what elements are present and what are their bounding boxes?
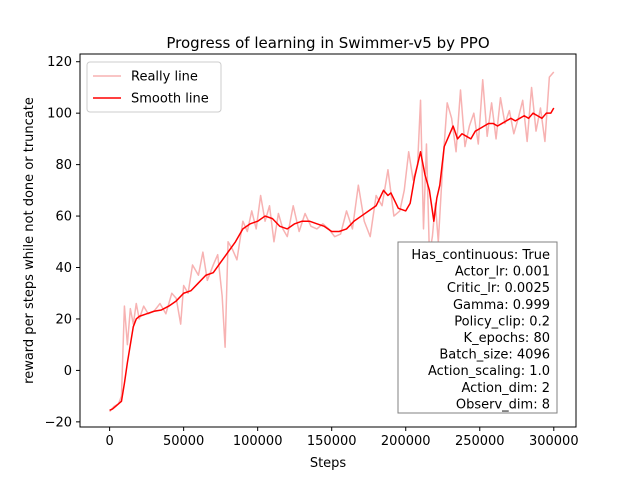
y-tick-label: 60 — [55, 210, 72, 225]
info-box-line: Has_continuous: True — [411, 248, 550, 263]
info-box-line: Actor_lr: 0.001 — [455, 265, 550, 280]
x-tick-label: 0 — [105, 434, 113, 449]
legend-box — [86, 61, 222, 113]
y-tick-label: 40 — [55, 261, 72, 276]
info-box-lines: Has_continuous: True Actor_lr: 0.001Criti… — [411, 248, 550, 412]
info-box-line: Batch_size: 4096 — [439, 348, 550, 363]
info-box-line: Critic_lr: 0.0025 — [447, 281, 550, 296]
info-box-line: Policy_clip: 0.2 — [454, 314, 550, 329]
y-axis-label: reward per steps while not done or trunc… — [22, 97, 37, 384]
x-tick-label: 100000 — [233, 434, 283, 449]
y-tick-label: 80 — [55, 158, 72, 173]
plot-area — [109, 71, 555, 413]
info-box-line: Observ_dim: 8 — [456, 397, 550, 412]
x-tick-label: 50000 — [163, 434, 204, 449]
chart-title: Progress of learning in Swimmer-v5 by PP… — [166, 34, 489, 52]
legend-label-really-line: Really line — [131, 70, 198, 85]
series-line-smooth-line — [109, 107, 555, 411]
legend-label-smooth-line: Smooth line — [131, 92, 209, 107]
legend: Really line Smooth line — [86, 61, 222, 113]
info-box-frame — [397, 241, 558, 414]
info-box-line: K_epochs: 80 — [464, 331, 550, 346]
y-tick-label: −20 — [45, 415, 72, 430]
y-tick-label: 0 — [64, 364, 72, 379]
axes: 0 50000 100000 150000 200000 250000 300000 −20 0… — [45, 53, 579, 449]
y-tick-label: 20 — [55, 312, 72, 327]
info-box-line: Gamma: 0.999 — [453, 298, 550, 313]
axes-frame — [79, 53, 577, 428]
x-axis-label: Steps — [310, 456, 347, 471]
hyperparameter-info-box: Has_continuous: True Actor_lr: 0.001Criti… — [397, 241, 558, 414]
x-tick-label: 150000 — [307, 434, 357, 449]
x-tick-label: 250000 — [455, 434, 505, 449]
y-tick-label: 120 — [47, 55, 72, 70]
series-line-really-line — [109, 71, 555, 413]
info-box-line: Action_scaling: 1.0 — [428, 364, 550, 379]
x-tick-label: 300000 — [529, 434, 579, 449]
y-tick-label: 100 — [47, 107, 72, 122]
x-tick-label: 200000 — [381, 434, 431, 449]
info-box-line: Action_dim: 2 — [461, 381, 550, 396]
